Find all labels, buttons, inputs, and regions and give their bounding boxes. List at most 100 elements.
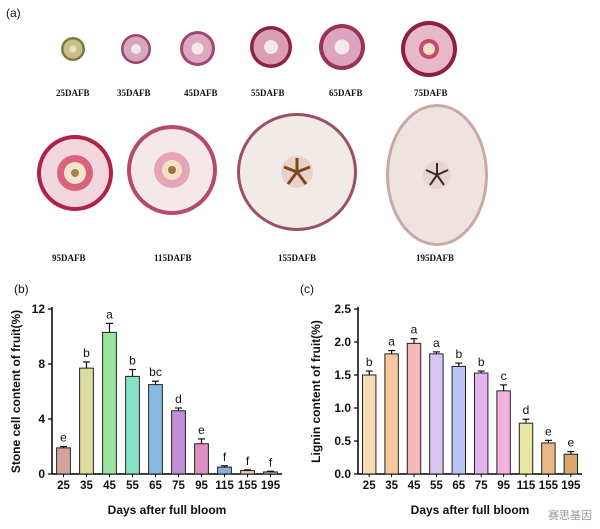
panel-label-b: (b) [14,282,29,296]
significance-letter: b [83,346,90,360]
fruit-image [401,21,457,77]
fruit-35dafb [120,33,152,70]
fruit-caption: 155DAFB [278,253,316,263]
bar [563,453,579,475]
y-tick-label: 12 [32,302,46,316]
x-tick-label: 55 [126,480,139,492]
x-axis-label: Days after full bloom [108,503,227,517]
significance-letter: f [269,455,273,469]
fruit-45dafb [179,30,216,72]
x-tick-label: 65 [452,480,465,492]
fruit-caption: 195DAFB [416,253,454,263]
bar [217,466,232,475]
bar [102,331,117,475]
bar [518,422,534,475]
fruit-95dafb [36,134,114,217]
significance-letter: a [388,335,395,349]
significance-letter: a [433,336,440,350]
significance-letter: e [60,431,67,445]
x-tick-label: 35 [80,480,93,492]
fruit-caption: 35DAFB [117,88,151,98]
bar [125,375,140,475]
fruit-image [127,125,217,215]
fruit-25dafb [60,36,86,67]
bar [496,390,511,475]
y-tick-label: 0.0 [334,467,351,481]
bar [194,443,209,475]
y-tick-label: 1.0 [334,401,351,415]
fruit-image [250,26,292,68]
y-tick-label: 8 [38,357,45,371]
bar [384,353,399,475]
x-tick-label: 35 [385,480,398,492]
watermark: 赛思基因 [548,510,592,522]
y-axis-label: Lignin content of fruit(%) [309,320,323,463]
x-tick-label: 65 [149,480,162,492]
significance-letter: e [545,424,552,438]
bar [56,447,71,475]
x-axis-label: Days after full bloom [411,503,530,517]
significance-letter: b [478,355,485,369]
fruit-caption: 65DAFB [329,88,363,98]
panel-label-c: (c) [300,282,314,296]
fruit-caption: 95DAFB [52,253,86,263]
x-tick-label: 155 [539,480,559,492]
fruit-caption: 75DAFB [414,88,448,98]
significance-letter: f [223,450,227,464]
significance-letter: a [106,307,113,321]
significance-letter: b [129,354,136,368]
x-tick-label: 75 [475,480,488,492]
fruit-155dafb [236,112,358,237]
y-tick-label: 2.0 [334,335,351,349]
x-tick-label: 115 [215,480,234,492]
bar [79,367,94,475]
significance-letter: b [455,347,462,361]
fruit-caption: 25DAFB [56,88,90,98]
bar [473,372,489,475]
stone-cell-chart: 0 4 8 12 e 25 b 35 a 45 b 55 bc 65 d 75 e 95 f 115 f 155 f 195 D… [9,302,282,517]
x-tick-label: 45 [408,480,421,492]
y-axis-label: Stone cell content of fruit(%) [9,310,23,473]
fruit-115dafb [126,124,218,221]
y-tick-label: 0 [38,467,45,481]
y-tick-label: 1.5 [334,368,351,382]
x-tick-label: 95 [497,480,510,492]
x-tick-label: 45 [103,480,116,492]
bar [541,442,556,475]
significance-letter: b [366,355,373,369]
bar [240,470,255,475]
y-tick-label: 2.5 [334,302,351,316]
bar [406,342,422,475]
panel-label-a: (a) [6,6,21,20]
fruit-75dafb [400,20,458,83]
y-tick-label: 0.5 [334,434,351,448]
fruit-image [237,113,357,231]
bar [451,365,467,475]
fruit-caption: 115DAFB [154,253,192,263]
bar [171,410,186,475]
fruit-caption: 45DAFB [184,88,218,98]
significance-letter: c [501,369,507,383]
x-tick-label: 25 [57,480,70,492]
significance-letter: d [523,403,530,417]
significance-letter: f [246,454,250,468]
significance-letter: d [175,392,182,406]
significance-letter: e [567,436,574,450]
fruit-image [319,24,365,70]
significance-letter: a [411,323,418,337]
bar [148,384,163,475]
fruit-image [61,37,85,61]
y-tick-label: 4 [38,412,45,426]
fruit-caption: 55DAFB [251,88,285,98]
x-tick-label: 155 [238,480,258,492]
x-tick-label: 195 [261,480,281,492]
fruit-image [180,31,215,66]
x-tick-label: 195 [561,480,581,492]
fruit-195dafb [385,103,489,252]
x-tick-label: 75 [172,480,185,492]
bar [429,353,444,475]
fruit-image [386,104,488,246]
fruit-image [121,34,151,64]
lignin-chart: 0.0 0.5 1.0 1.5 2.0 2.5 b 25 a 35 a 45 a 55 b 65 b 75 c 95 d… [309,302,582,517]
fruit-65dafb [318,23,366,76]
